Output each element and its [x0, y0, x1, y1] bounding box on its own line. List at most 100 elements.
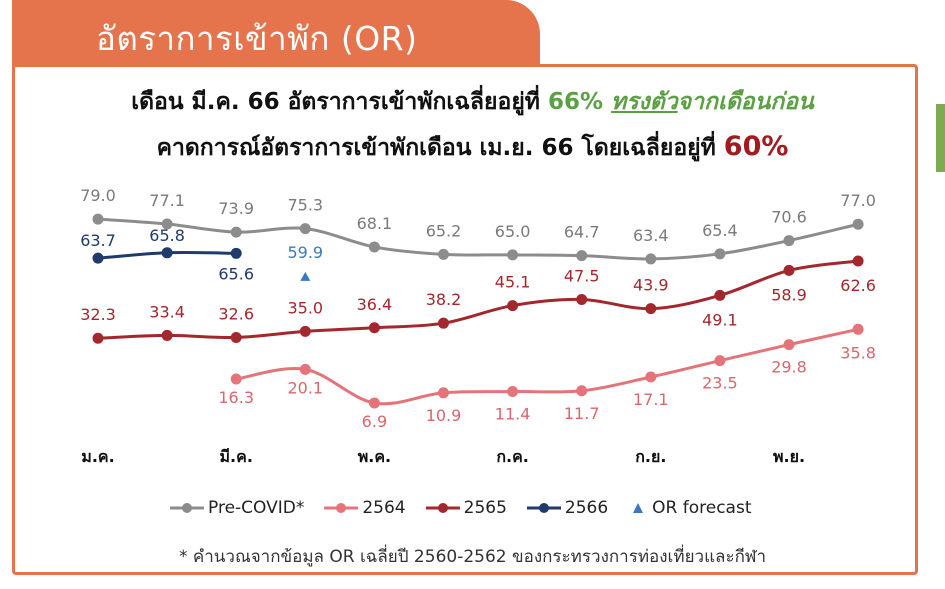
- point-pre-covid-10: [783, 235, 795, 247]
- data-label-2565-10: 58.9: [771, 285, 807, 304]
- point-forecast-3: [300, 271, 311, 281]
- legend-marker-forecast: [633, 503, 644, 513]
- data-label-pre-covid-6: 65.0: [495, 222, 531, 241]
- legend-label-2566: 2566: [564, 498, 609, 518]
- point-2565-4: [368, 322, 380, 334]
- data-label-2565-6: 45.1: [495, 273, 531, 292]
- data-label-2566-1: 65.8: [149, 226, 185, 245]
- point-pre-covid-0: [92, 213, 104, 225]
- point-2564-5: [438, 387, 449, 399]
- point-2565-7: [576, 293, 588, 305]
- data-label-2564-7: 11.7: [564, 404, 600, 423]
- point-2565-6: [507, 300, 519, 312]
- chart-legend: Pre-COVID* 2564 2565 2566 OR forecast: [170, 496, 752, 520]
- point-2566-2: [230, 247, 242, 259]
- data-label-pre-covid-0: 79.0: [80, 186, 116, 205]
- data-label-2564-10: 29.8: [771, 358, 807, 377]
- headline-1-value: 66%: [547, 89, 604, 115]
- data-label-2565-0: 32.3: [80, 305, 116, 324]
- data-label-pre-covid-1: 77.1: [149, 191, 185, 210]
- legend-label-forecast: OR forecast: [652, 498, 752, 518]
- x-tick-label-6: ก.ค.: [496, 447, 529, 466]
- page-title: อัตราการเข้าพัก (OR): [96, 19, 418, 58]
- data-label-2566-0: 63.7: [80, 231, 116, 250]
- legend-marker-2565: [425, 503, 460, 513]
- data-label-2565-11: 62.6: [840, 276, 876, 295]
- point-2565-9: [714, 289, 726, 301]
- data-label-2564-9: 23.5: [702, 374, 738, 393]
- point-pre-covid-2: [230, 226, 242, 238]
- data-label-2564-8: 17.1: [633, 390, 669, 409]
- legend-label-2565: 2565: [463, 498, 507, 518]
- headline-1-emph: ทรงตัว: [611, 89, 678, 115]
- point-2564-8: [645, 371, 657, 383]
- series-line-2564: [235, 327, 859, 406]
- chart-frame: [12, 64, 918, 575]
- point-2565-8: [645, 303, 657, 315]
- point-2564-3: [299, 363, 311, 375]
- data-label-pre-covid-7: 64.7: [564, 223, 600, 242]
- data-label-pre-covid-8: 63.4: [633, 226, 669, 245]
- x-tick-label-10: พ.ย.: [773, 447, 805, 466]
- data-label-2566-2: 65.6: [218, 264, 254, 283]
- legend-marker-2564: [324, 503, 359, 513]
- legend-item-2564: 2564: [324, 498, 406, 518]
- data-label-2565-3: 35.0: [287, 298, 323, 317]
- data-label-pre-covid-9: 65.4: [702, 221, 738, 240]
- data-label-2564-6: 11.4: [495, 405, 531, 424]
- point-2564-4: [368, 397, 380, 409]
- data-label-2565-5: 38.2: [426, 290, 462, 309]
- data-label-2564-5: 10.9: [426, 406, 462, 425]
- point-2564-2: [230, 373, 242, 385]
- data-label-pre-covid-3: 75.3: [287, 196, 323, 215]
- point-pre-covid-9: [714, 248, 726, 260]
- data-label-pre-covid-5: 65.2: [426, 221, 462, 240]
- data-label-forecast-3: 59.9: [287, 243, 323, 262]
- point-2564-6: [507, 386, 519, 398]
- legend-item-2566: 2566: [526, 498, 609, 518]
- data-label-2564-11: 35.8: [840, 343, 876, 362]
- point-pre-covid-6: [507, 249, 519, 261]
- x-tick-label-8: ก.ย.: [635, 447, 666, 466]
- headline-2-value: 60%: [723, 131, 789, 162]
- headline-line-2: คาดการณ์อัตราการเข้าพักเดือน เม.ย. 66 โด…: [0, 130, 945, 166]
- data-label-2565-9: 49.1: [702, 310, 738, 329]
- x-tick-label-2: มี.ค.: [219, 447, 252, 466]
- data-label-2565-2: 32.6: [218, 304, 254, 323]
- data-label-2565-4: 36.4: [357, 295, 393, 314]
- footnote: * คำนวณจากข้อมูล OR เฉลี่ยปี 2560-2562 ข…: [178, 547, 767, 567]
- x-tick-label-4: พ.ค.: [358, 447, 391, 466]
- point-pre-covid-5: [438, 248, 449, 260]
- data-label-2565-8: 43.9: [633, 276, 669, 295]
- x-tick-label-0: ม.ค.: [81, 447, 114, 466]
- legend-item-2565: 2565: [425, 498, 507, 518]
- point-pre-covid-7: [576, 250, 588, 262]
- point-2564-10: [783, 339, 795, 351]
- legend-marker-pre-covid: [170, 503, 204, 513]
- headline-1-suffix: จากเดือนก่อน: [677, 89, 814, 115]
- point-2565-2: [230, 331, 242, 343]
- point-pre-covid-8: [645, 253, 657, 265]
- point-2566-0: [92, 252, 104, 264]
- legend-label-2564: 2564: [362, 498, 406, 518]
- headline-2-prefix: คาดการณ์อัตราการเข้าพักเดือน เม.ย. 66 โด…: [156, 135, 724, 161]
- data-label-pre-covid-2: 73.9: [218, 199, 254, 218]
- point-2565-3: [299, 325, 311, 337]
- point-2564-7: [576, 385, 588, 397]
- side-accent-bar: [936, 104, 945, 172]
- point-2565-11: [852, 255, 864, 267]
- point-2565-10: [783, 264, 795, 276]
- legend-item-forecast: OR forecast: [628, 498, 752, 518]
- point-2565-5: [438, 317, 449, 329]
- point-2564-11: [852, 323, 864, 335]
- point-pre-covid-3: [299, 223, 311, 235]
- headline-1-prefix: เดือน มี.ค. 66 อัตราการเข้าพักเฉลี่ยอยู่…: [131, 89, 548, 115]
- point-2565-1: [161, 329, 173, 341]
- headline-line-1: เดือน มี.ค. 66 อัตราการเข้าพักเฉลี่ยอยู่…: [0, 84, 945, 120]
- point-pre-covid-4: [368, 241, 380, 253]
- legend-item-pre-covid: Pre-COVID*: [170, 498, 304, 518]
- series-line-2565: [97, 259, 859, 340]
- data-label-2565-7: 47.5: [564, 266, 600, 285]
- point-2565-0: [92, 332, 104, 344]
